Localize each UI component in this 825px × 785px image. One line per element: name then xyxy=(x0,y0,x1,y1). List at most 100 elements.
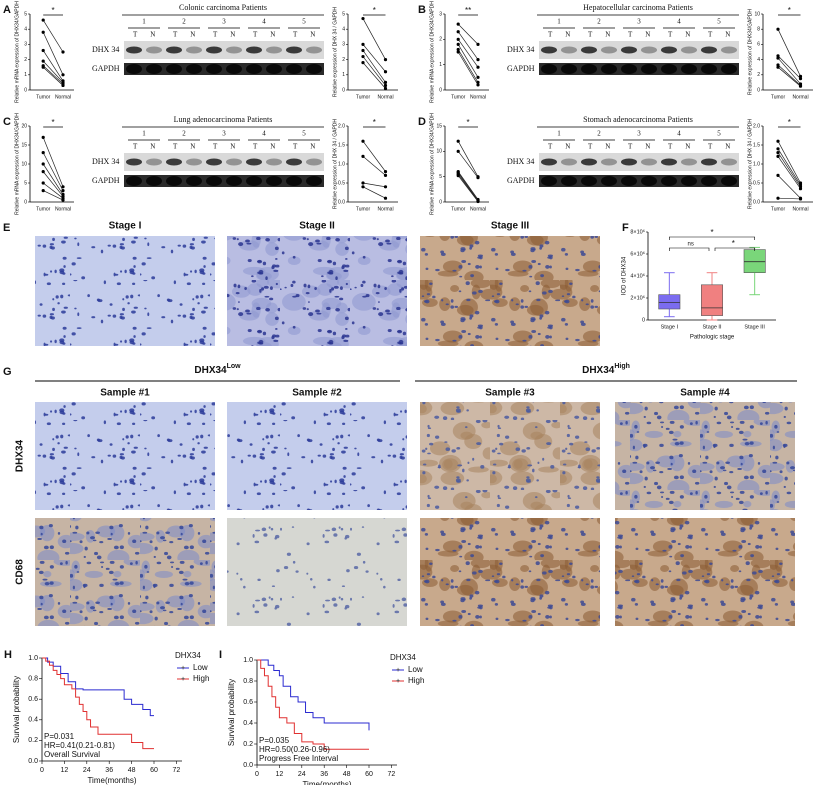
point xyxy=(776,54,780,58)
row-label: GAPDH xyxy=(92,176,120,185)
x-tick-label: Normal xyxy=(470,94,486,100)
band xyxy=(561,46,577,54)
point xyxy=(476,42,480,47)
y-tick-label: 0.2 xyxy=(28,737,38,744)
band xyxy=(661,176,677,186)
x-tick-label: 60 xyxy=(150,767,158,774)
point xyxy=(361,139,365,143)
band xyxy=(601,158,617,166)
band xyxy=(621,64,637,74)
band xyxy=(661,64,677,74)
y-tick-label: 0.0 xyxy=(28,758,38,765)
group-name: DHX34 xyxy=(194,365,227,376)
blot-title: Lung adenocarcinoma Patients xyxy=(174,115,273,124)
lane-number: 3 xyxy=(222,18,226,26)
point xyxy=(798,84,803,88)
x-tick-label: 0 xyxy=(40,767,44,774)
lane-number: 5 xyxy=(302,18,306,26)
blot-strip xyxy=(539,41,739,59)
y-tick-label: 1.5 xyxy=(338,142,345,148)
lane-number: 1 xyxy=(557,130,561,138)
band xyxy=(146,64,162,74)
y-tick-label: 10 xyxy=(436,149,442,155)
micrograph xyxy=(35,518,215,626)
lane-number: 1 xyxy=(142,18,146,26)
lane-label: N xyxy=(605,31,610,39)
lane-number: 5 xyxy=(717,130,721,138)
lane-label: T xyxy=(628,31,633,39)
point xyxy=(41,59,45,63)
pair-line xyxy=(42,137,64,187)
pair-line xyxy=(362,156,386,176)
point xyxy=(476,199,480,204)
x-tick-label: Normal xyxy=(792,94,808,100)
point xyxy=(456,139,460,143)
legend-label: High xyxy=(408,676,424,685)
pair-line xyxy=(777,57,801,85)
pair-line xyxy=(457,171,479,200)
y-tick-label: 0 xyxy=(757,87,760,93)
y-tick-label: 4 xyxy=(757,57,760,63)
pair-line xyxy=(42,66,64,86)
point xyxy=(61,73,65,77)
point xyxy=(361,54,365,59)
band xyxy=(581,64,597,74)
point xyxy=(41,65,45,69)
band xyxy=(246,64,262,74)
pair-line xyxy=(777,29,801,77)
x-tick-label: Normal xyxy=(55,206,71,212)
band xyxy=(681,176,697,186)
row-label: DHX 34 xyxy=(92,45,119,54)
band xyxy=(661,158,677,166)
band xyxy=(541,158,557,166)
band xyxy=(721,176,737,186)
point xyxy=(41,48,45,53)
point xyxy=(383,70,388,74)
x-tick-label: Stage I xyxy=(661,324,679,330)
y-tick-label: 0.6 xyxy=(243,699,253,706)
y-axis-label: Relative expression of DHX 34 / GAPDH xyxy=(747,119,753,209)
blot-strip xyxy=(124,41,324,59)
x-tick-label: 24 xyxy=(298,771,306,778)
pair-line xyxy=(42,65,64,85)
x-tick-label: Stage III xyxy=(744,324,765,330)
x-tick-label: Tumor xyxy=(36,94,51,100)
x-tick-label: Tumor xyxy=(771,206,786,212)
box xyxy=(743,249,766,274)
pair-line xyxy=(457,31,479,60)
point xyxy=(798,187,803,191)
x-tick-label: 60 xyxy=(365,771,373,778)
y-axis-label: Survival probability xyxy=(227,679,236,746)
point xyxy=(361,185,365,189)
band xyxy=(621,176,637,186)
significance: * xyxy=(52,6,55,15)
point xyxy=(41,18,45,22)
y-tick-label: 0 xyxy=(642,317,645,323)
lane-number: 1 xyxy=(142,130,146,138)
pair-line xyxy=(457,39,479,68)
lane-label: N xyxy=(190,31,195,39)
pair-line xyxy=(362,56,386,86)
lane-label: T xyxy=(668,31,673,39)
x-tick-label: 12 xyxy=(61,767,69,774)
y-tick-label: 0.2 xyxy=(243,741,253,748)
x-tick-label: 72 xyxy=(173,767,181,774)
lane-label: T xyxy=(173,31,178,39)
band xyxy=(681,158,697,166)
point xyxy=(776,151,780,155)
band xyxy=(286,64,302,74)
legend-label: Low xyxy=(408,665,423,674)
x-tick-label: Tumor xyxy=(451,206,466,212)
x-tick-label: Tumor xyxy=(356,206,371,212)
band xyxy=(206,158,222,166)
lane-label: T xyxy=(548,143,553,151)
band xyxy=(721,64,737,74)
y-tick-label: 2 xyxy=(342,57,345,63)
point xyxy=(61,50,65,54)
y-tick-label: 0.6 xyxy=(28,696,38,703)
lane-label: T xyxy=(173,143,178,151)
y-tick-label: 4 xyxy=(342,27,345,33)
band xyxy=(166,176,182,186)
y-tick-label: 1.5 xyxy=(753,142,760,148)
blot-title: Stomach adenocarcinoma Patients xyxy=(583,115,693,124)
